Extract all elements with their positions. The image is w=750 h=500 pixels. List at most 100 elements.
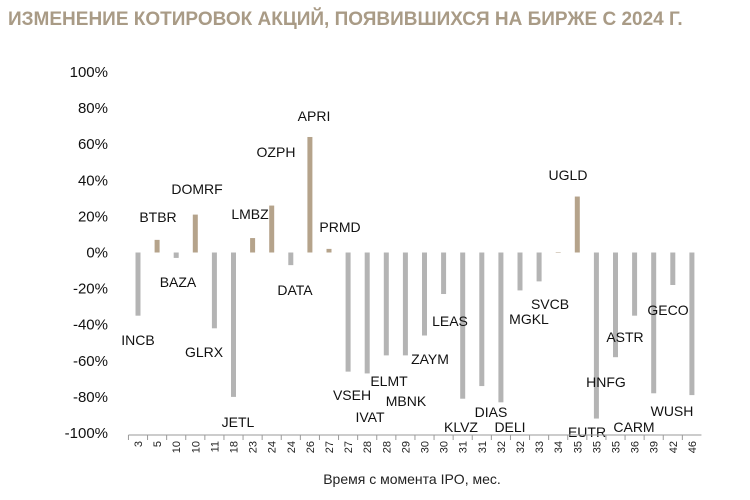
bar [498,253,503,403]
x-tick-label: 3 [133,441,145,447]
y-tick-label: -100% [65,425,108,442]
bar [307,137,312,253]
bar [670,253,675,285]
x-tick-label: 24 [286,441,298,453]
y-tick-label: -60% [73,353,108,370]
bar-label: MBNK [386,393,427,409]
bar-label: ZAYM [411,351,449,367]
x-tick-label: 46 [687,441,699,453]
y-axis: 100% 80% 60% 40% 20% 0% -20% -40% -60% -80% -100% [65,64,108,442]
bar-label: CARM [613,419,654,435]
y-tick-label: 60% [78,136,108,153]
x-tick-label: 27 [324,441,336,453]
x-tick-label: 10 [171,441,183,453]
bar [594,253,599,419]
x-tick-label: 29 [400,441,412,453]
bar-label: BAZA [160,274,197,290]
x-tick-label: 26 [305,441,317,453]
bar-label: MGKL [509,311,549,327]
bar [632,253,637,316]
bar [269,206,274,253]
bar [136,253,141,316]
bar [193,215,198,253]
x-tick-label: 35 [591,441,603,453]
bar [575,197,580,253]
bar-label: HNFG [586,374,626,390]
bar [441,253,446,295]
bar [288,253,293,266]
y-tick-label: -40% [73,317,108,334]
bar-label: GECO [647,302,688,318]
x-tick-label: 34 [553,441,565,453]
bar [689,253,694,396]
bar-label: JETL [222,414,255,430]
x-tick-label: 30 [420,441,432,453]
bar-label: DOMRF [171,181,222,197]
bar-label: SVCB [531,296,569,312]
bar-label: BTBR [139,209,176,225]
bar-label: ASTR [606,329,643,345]
bar-label: WUSH [651,403,694,419]
x-tick-label: 30 [439,441,451,453]
x-tick-label: 35 [572,441,584,453]
bar [403,253,408,356]
x-tick-label: 24 [267,441,279,453]
bar-label: PRMD [319,219,360,235]
x-axis: 3 5 10 10 11 18 23 24 24 26 27 27 28 28 29 30 30 31 31 32 32… [128,435,701,453]
bar-label: OZPH [257,144,296,160]
x-tick-label: 18 [229,441,241,453]
bar [174,253,179,258]
bar [479,253,484,387]
x-tick-label: 11 [209,441,221,452]
x-tick-label: 27 [343,441,355,453]
bar-label: KLVZ [444,419,478,435]
bar [422,253,427,336]
bar-label: UGLD [549,167,588,183]
bar [384,253,389,356]
bar [651,253,656,394]
bar-label: IVAT [355,409,384,425]
bar-label: DELI [494,419,525,435]
bar-label: GLRX [185,344,224,360]
bar [250,238,255,252]
y-tick-label: 0% [86,245,108,262]
bar-label: LMBZ [231,206,269,222]
bar [231,253,236,397]
y-tick-label: -80% [73,389,108,406]
bar-label: ELMT [370,373,408,389]
x-tick-label: 33 [534,441,546,453]
bar-label: DIAS [475,404,508,420]
x-tick-label: 31 [477,441,489,453]
bar [327,249,332,253]
x-axis-label: Время с момента IPO, мес. [323,471,501,487]
x-tick-label: 32 [496,441,508,453]
y-tick-label: 20% [78,208,108,225]
bar-label: DATA [277,282,313,298]
x-tick-label: 10 [190,441,202,453]
bar [556,253,561,254]
x-tick-label: 5 [152,441,164,447]
y-tick-label: 100% [70,64,108,81]
y-tick-label: 80% [78,100,108,117]
bar [212,253,217,329]
bar-label: VSEH [333,387,371,403]
x-tick-label: 23 [248,441,260,453]
x-tick-label: 35 [611,441,623,453]
bar [365,253,370,374]
x-tick-label: 28 [381,441,393,453]
y-tick-label: -20% [73,281,108,298]
bar-label: LEAS [432,313,468,329]
bar [155,240,160,253]
x-tick-label: 39 [649,441,661,453]
bar [346,253,351,372]
y-tick-label: 40% [78,172,108,189]
bar-label: INCB [121,332,154,348]
x-tick-label: 42 [668,441,680,453]
x-tick-label: 32 [515,441,527,453]
x-tick-label: 28 [362,441,374,453]
bar [518,253,523,291]
bar [537,253,542,282]
x-tick-label: 31 [458,441,470,453]
bar-label: APRI [298,108,331,124]
